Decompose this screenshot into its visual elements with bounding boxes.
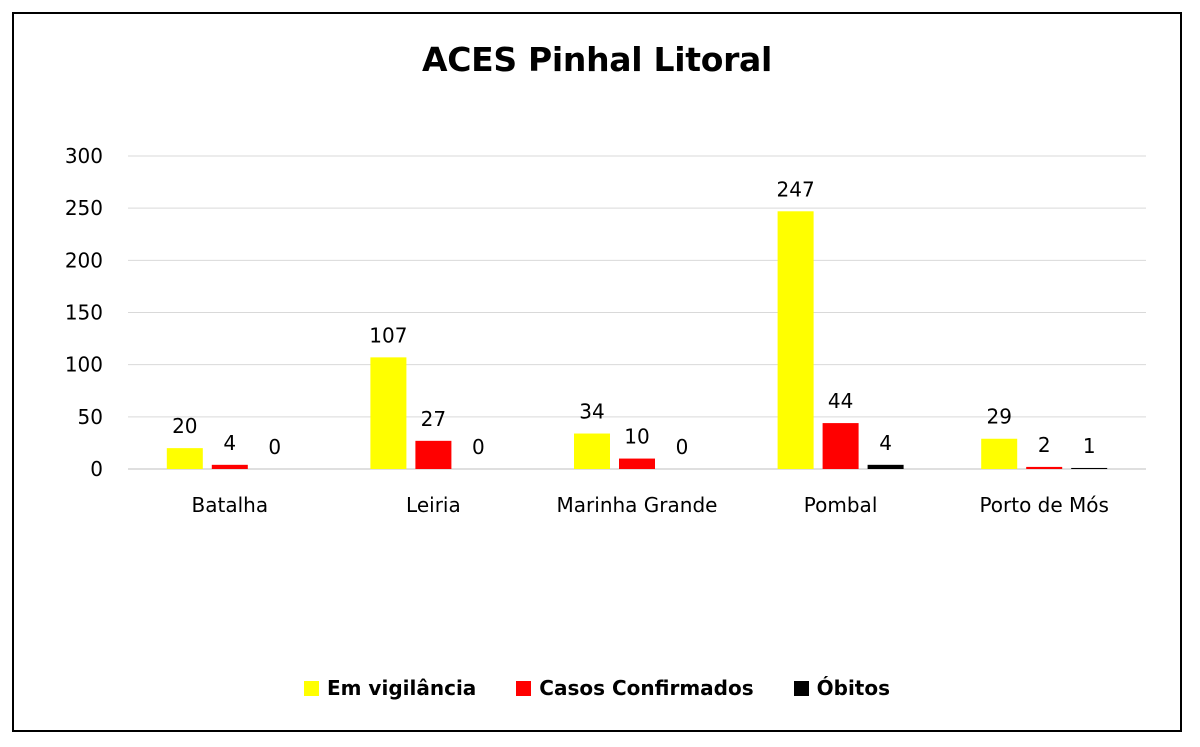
data-label: 10 [624,425,649,449]
category-label: Batalha [192,493,269,517]
legend-item: Em vigilância [303,676,477,700]
bar [370,357,407,469]
bars [166,211,1108,469]
y-tick-label: 50 [78,405,103,429]
y-tick-label: 250 [65,196,103,220]
bar [619,458,655,469]
legend-label: Óbitos [816,676,891,700]
legend: Em vigilância Casos Confirmados Óbitos [0,676,1194,700]
y-tick-label: 200 [65,248,103,272]
legend-item: Casos Confirmados [516,676,754,700]
bar [867,464,904,469]
data-label: 20 [172,414,197,438]
legend-label: Casos Confirmados [539,676,754,700]
data-label: 0 [472,435,485,459]
bar [1071,467,1108,469]
y-tick-label: 300 [65,144,103,168]
legend-swatch [516,680,532,696]
y-tick-label: 0 [90,457,103,481]
data-label: 0 [676,435,689,459]
bar [415,440,452,469]
chart-title: ACES Pinhal Litoral [421,40,773,79]
category-label: Marinha Grande [557,493,718,517]
gridlines [128,155,1146,470]
data-label: 107 [369,323,407,347]
category-labels: Batalha Leiria Marinha Grande Pombal Porto d… [192,493,1109,517]
legend-label: Em vigilância [326,676,477,700]
y-axis-tick-labels: 0 50 100 150 200 250 300 [65,144,103,481]
data-label: 29 [986,405,1011,429]
data-label: 1 [1083,434,1096,458]
category-label: Leiria [406,493,461,517]
bar [981,438,1018,469]
data-label: 44 [828,389,853,413]
bar [822,423,859,469]
data-label: 2 [1038,433,1051,457]
data-label: 34 [579,400,604,424]
chart-frame [12,12,1182,732]
y-tick-label: 100 [65,353,103,377]
legend-item: Óbitos [793,676,891,700]
y-tick-label: 150 [65,301,103,325]
data-label: 4 [223,431,236,455]
data-label: 4 [879,431,892,455]
bar [211,464,248,469]
category-label: Porto de Mós [979,493,1109,517]
bar [1026,466,1063,469]
data-label: 247 [777,177,815,201]
data-label: 27 [421,407,446,431]
legend-swatch [303,680,319,696]
legend-swatch [793,680,809,696]
bar [166,448,203,469]
category-label: Pombal [804,493,878,517]
bar [777,211,814,469]
data-label: 0 [268,435,281,459]
bar [574,433,610,469]
